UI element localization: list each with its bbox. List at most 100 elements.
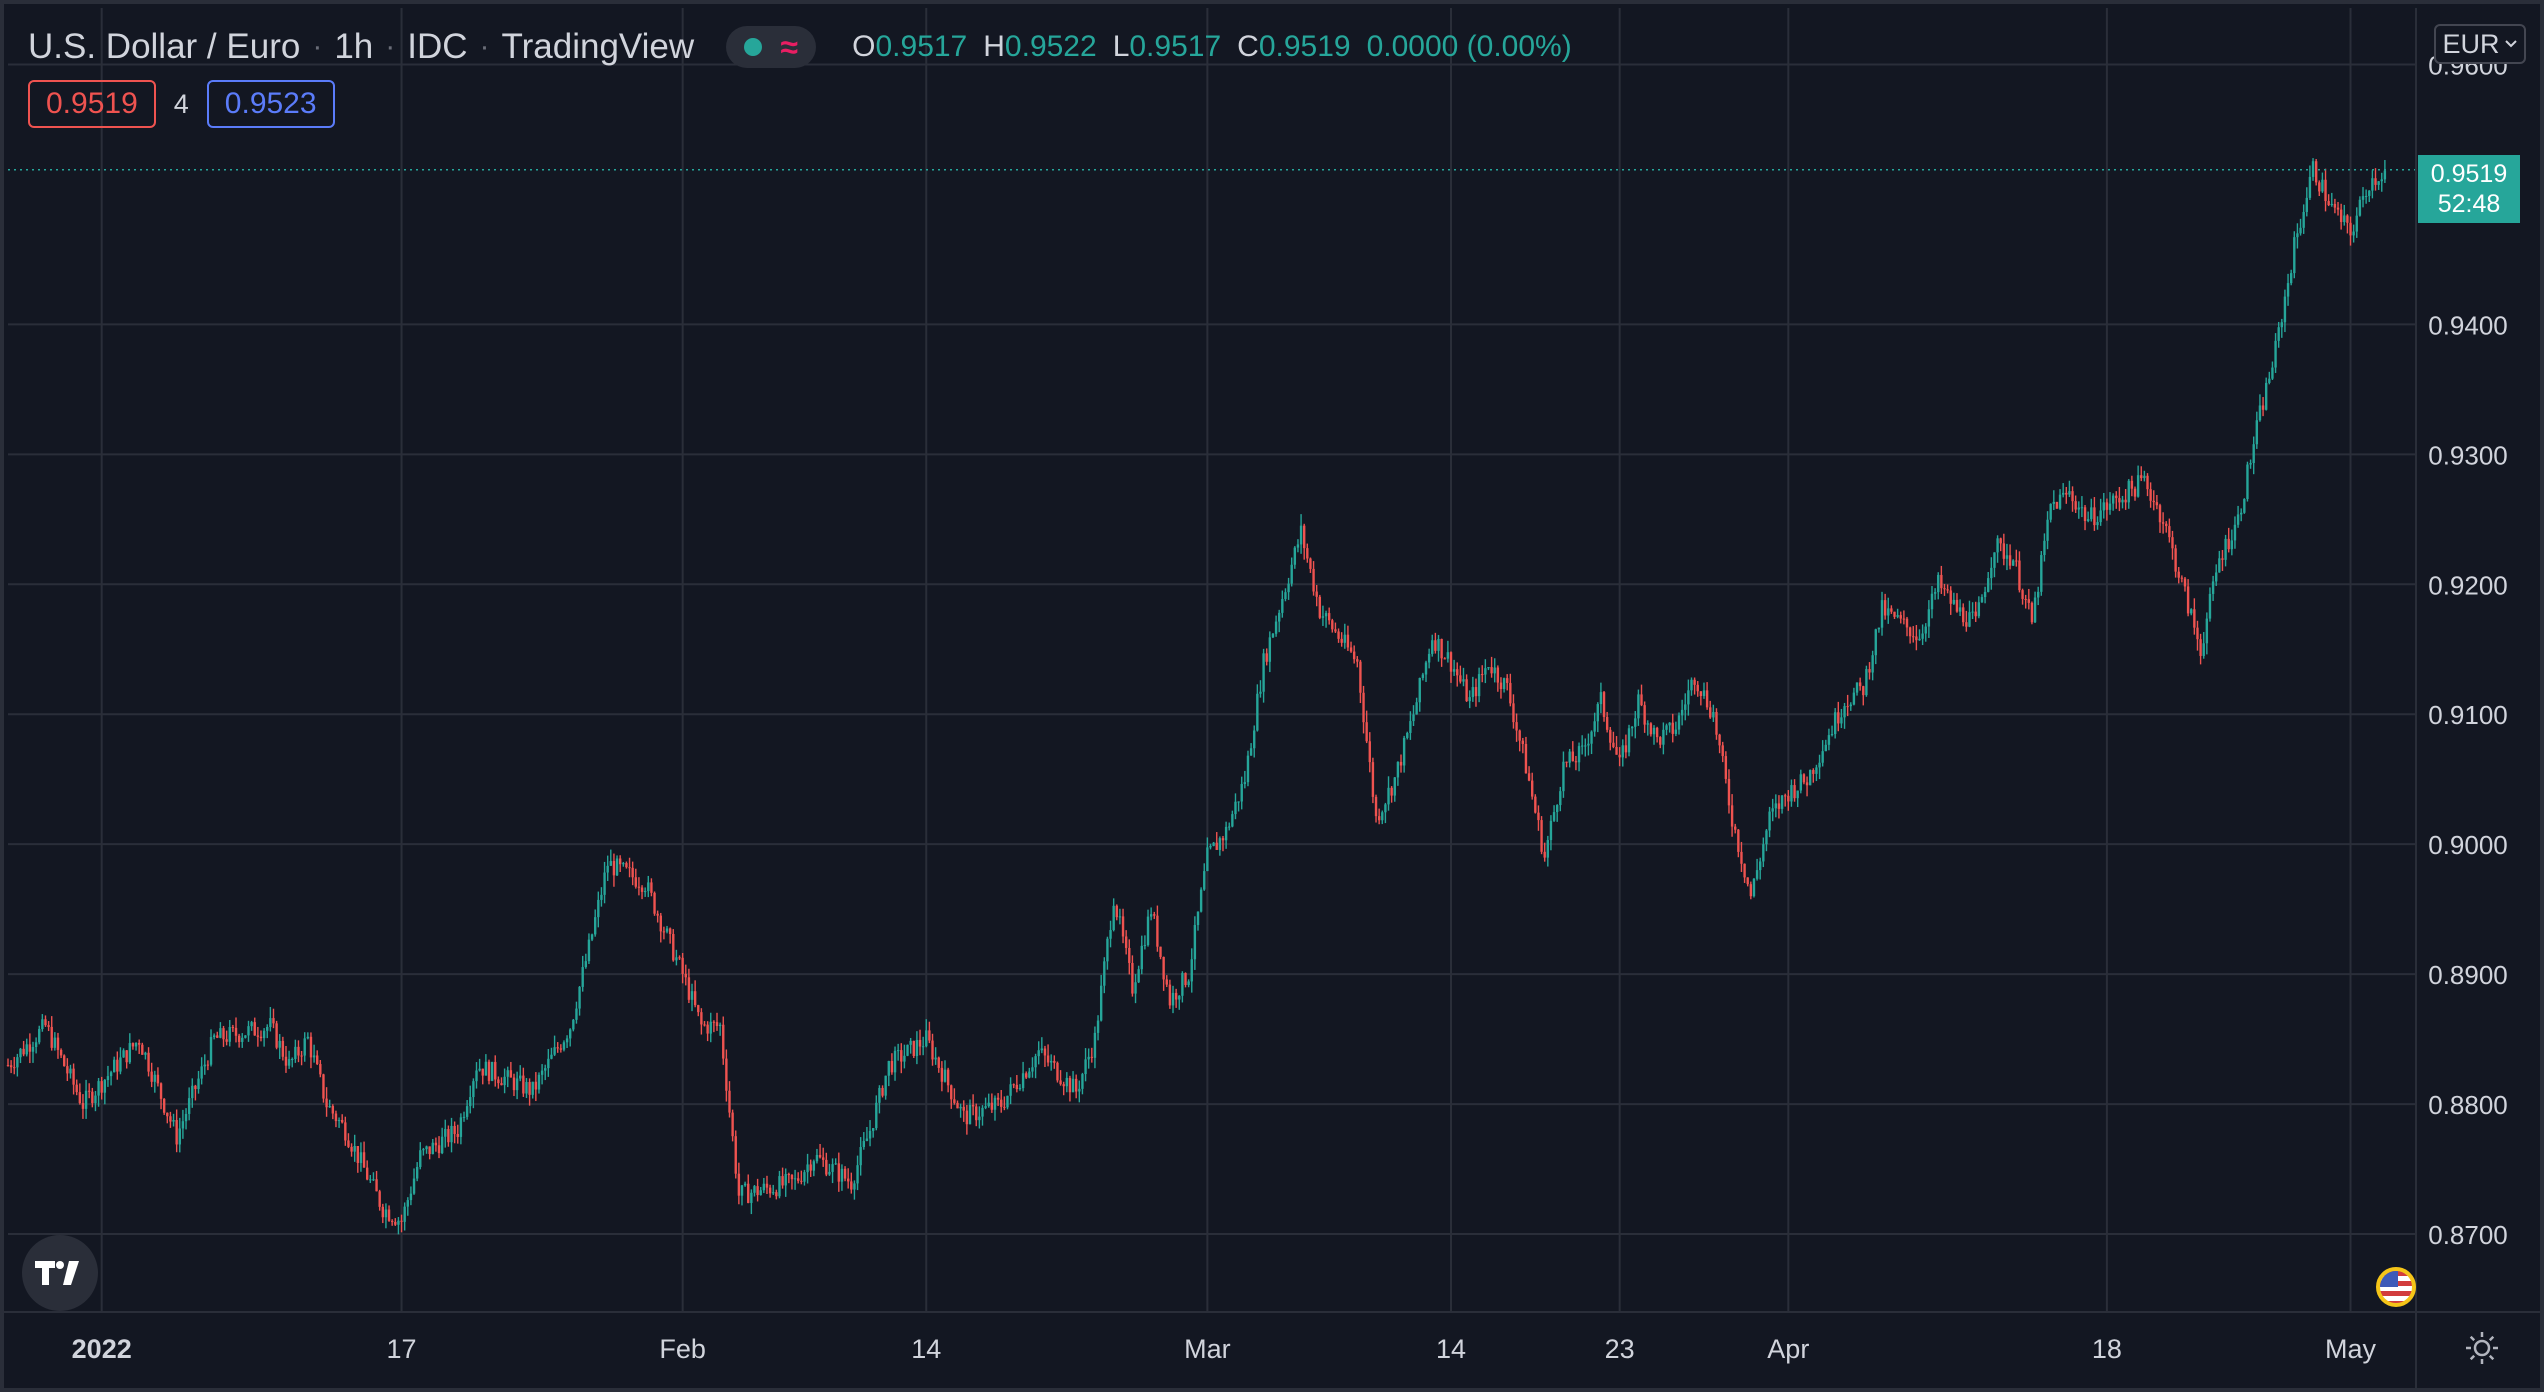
candle-body xyxy=(1655,727,1659,738)
candle-body xyxy=(2368,190,2371,196)
candle-body xyxy=(2352,231,2355,236)
candle-body xyxy=(1015,1084,1019,1090)
candle-body xyxy=(506,1070,509,1077)
candle-body xyxy=(1855,682,1859,693)
candle-body xyxy=(2090,507,2093,520)
candle-body xyxy=(384,1209,388,1218)
us-flag-icon[interactable] xyxy=(2376,1267,2416,1307)
candle-body xyxy=(893,1050,897,1073)
candle-body xyxy=(756,1186,759,1196)
y-tick-label: 0.9100 xyxy=(2428,700,2508,730)
candle-body xyxy=(662,931,666,933)
candle-body xyxy=(1593,721,1596,732)
candle-body xyxy=(316,1055,319,1065)
candle-body xyxy=(1387,787,1390,805)
candle-body xyxy=(2168,526,2171,538)
candle-body xyxy=(1324,613,1328,617)
currency-selector[interactable]: EUR xyxy=(2434,24,2526,64)
candle-body xyxy=(519,1075,522,1079)
candle-body xyxy=(940,1067,944,1082)
market-status-pill[interactable]: ≈ xyxy=(726,26,817,68)
candle-body xyxy=(1805,782,1809,786)
candle-body xyxy=(147,1052,150,1072)
candle-body xyxy=(487,1061,491,1081)
candle-body xyxy=(2136,475,2140,497)
candle-body xyxy=(422,1149,425,1151)
candle-body xyxy=(303,1038,306,1056)
open-key: O xyxy=(852,30,876,63)
candle-body xyxy=(1043,1048,1047,1056)
symbol-title[interactable]: U.S. Dollar / Euro xyxy=(28,27,301,66)
candle-body xyxy=(759,1190,762,1196)
candle-body xyxy=(778,1176,781,1197)
candle-body xyxy=(1752,878,1756,897)
candle-body xyxy=(1587,743,1590,746)
candle-body xyxy=(250,1022,253,1027)
candle-body xyxy=(1443,658,1446,660)
candle-body xyxy=(1415,702,1418,715)
buy-price-button[interactable]: 0.9523 xyxy=(206,80,335,128)
candle-body xyxy=(2314,161,2318,183)
candle-body xyxy=(1309,558,1312,569)
candle-body xyxy=(556,1047,559,1049)
candle-body xyxy=(1427,653,1431,663)
tradingview-logo-icon[interactable] xyxy=(22,1235,98,1311)
candle-body xyxy=(1684,704,1687,710)
candle-body xyxy=(853,1183,856,1190)
candle-body xyxy=(2165,523,2168,527)
candle-body xyxy=(440,1136,444,1154)
interval-label[interactable]: 1h xyxy=(334,27,374,66)
candle-body xyxy=(612,861,616,876)
candle-body xyxy=(1306,548,1309,559)
candle-body xyxy=(481,1068,484,1076)
candle-body xyxy=(241,1037,244,1042)
candle-body xyxy=(2377,181,2380,185)
candle-body xyxy=(2015,560,2018,562)
candle-body xyxy=(2061,492,2065,495)
candle-body xyxy=(162,1098,166,1113)
candle-body xyxy=(97,1081,100,1096)
candle-body xyxy=(1915,636,1918,641)
axes: 0.8700 0.8800 0.8900 0.9000 0.9100 0.9200 0.93… xyxy=(0,8,2544,1392)
candle-body xyxy=(1762,844,1765,862)
x-tick-label: 14 xyxy=(1436,1334,1466,1364)
candle-body xyxy=(1377,816,1381,821)
candle-body xyxy=(144,1052,147,1055)
candle-body xyxy=(656,913,659,916)
candle-body xyxy=(1874,629,1877,656)
high-key: H xyxy=(983,30,1005,63)
candle-body xyxy=(1843,706,1846,718)
candle-body xyxy=(2361,196,2365,200)
candle-body xyxy=(1171,992,1175,1006)
candle-body xyxy=(950,1085,953,1100)
candle-body xyxy=(1059,1080,1062,1085)
candle-body xyxy=(1402,737,1406,766)
candle-body xyxy=(328,1106,331,1108)
candle-body xyxy=(1084,1059,1087,1075)
candle-body xyxy=(150,1071,153,1082)
candle-body xyxy=(2118,498,2121,503)
candle-body xyxy=(1649,723,1653,735)
candle-body xyxy=(465,1106,469,1117)
candle-body xyxy=(13,1067,16,1069)
candle-body xyxy=(1918,638,1921,641)
candle-body xyxy=(1140,945,1143,970)
candle-body xyxy=(131,1043,135,1047)
candle-body xyxy=(2140,475,2143,479)
candle-body xyxy=(375,1179,378,1192)
candle-body xyxy=(1424,662,1428,675)
candle-body xyxy=(731,1112,734,1137)
candle-body xyxy=(625,863,628,868)
sell-price-button[interactable]: 0.9519 xyxy=(28,80,156,128)
candle-body xyxy=(1865,669,1868,696)
candle-body xyxy=(203,1064,206,1067)
candle-body xyxy=(781,1176,784,1186)
candle-body xyxy=(1234,801,1237,815)
candle-body xyxy=(275,1023,278,1048)
candle-body xyxy=(181,1121,185,1129)
candle-body xyxy=(1368,741,1371,763)
gear-icon[interactable] xyxy=(2460,1326,2504,1370)
candle-body xyxy=(2339,209,2343,223)
candle-body xyxy=(191,1085,194,1099)
